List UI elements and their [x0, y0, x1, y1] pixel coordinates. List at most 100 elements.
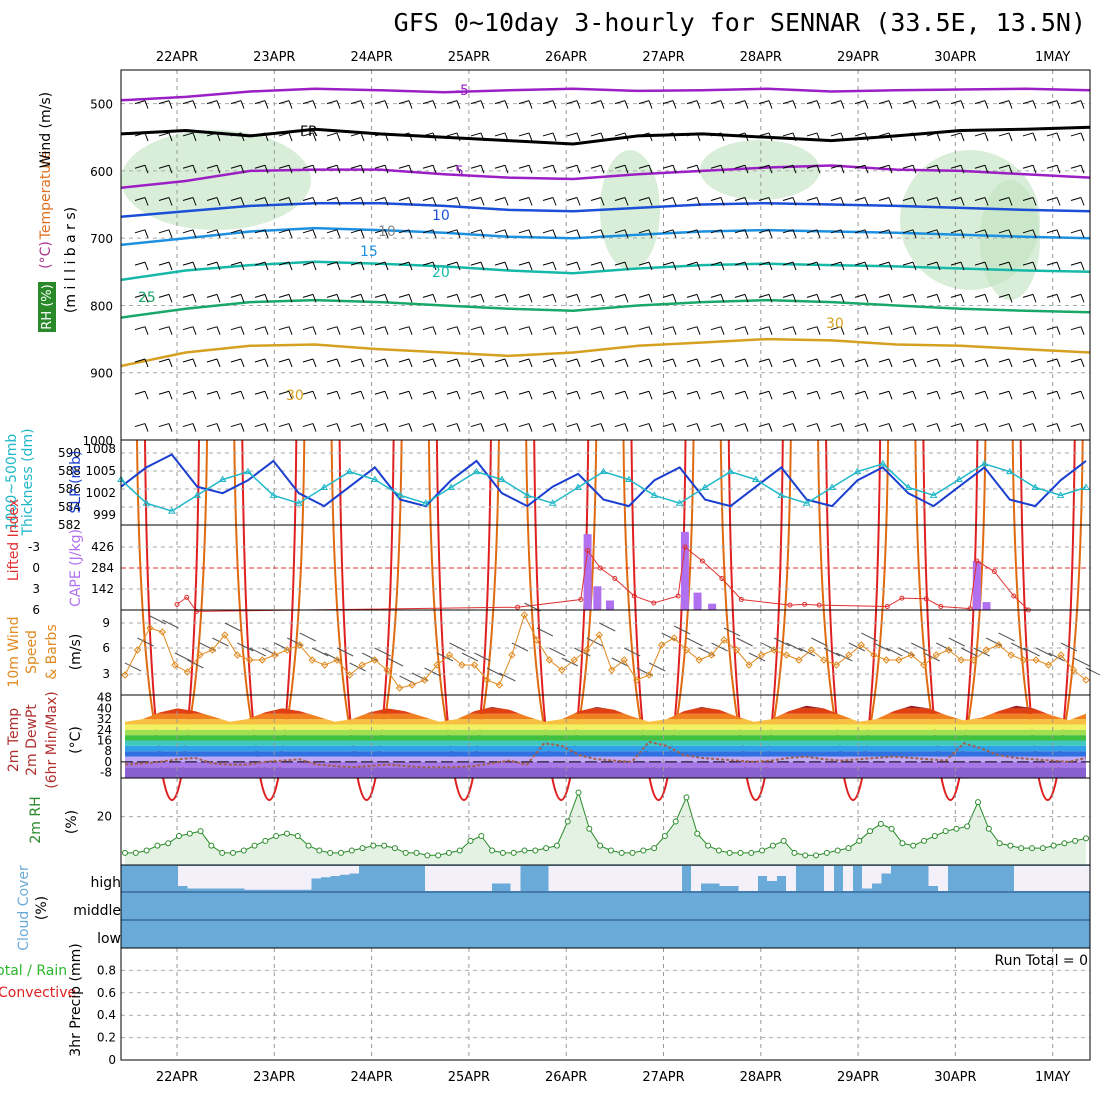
- wind-barb: [374, 293, 386, 298]
- wind-barb: [230, 229, 242, 234]
- wind-barb: [696, 132, 701, 142]
- wind-barb: [278, 197, 290, 201]
- wind-barb: [672, 261, 677, 271]
- wind-barb: [710, 293, 722, 298]
- wind-barb: [1032, 165, 1037, 174]
- rh-point: [402, 849, 409, 856]
- wind-barb: [816, 294, 821, 303]
- li-tick: -3: [28, 540, 40, 554]
- wind-barb: [672, 165, 677, 174]
- dewpoint-line: [124, 740, 1087, 769]
- wind-barb: [864, 294, 869, 303]
- wind-barb-10m: [324, 652, 341, 662]
- ylabel-barbs: & Barbs: [44, 624, 60, 680]
- wind-barb: [638, 358, 650, 363]
- wind-barb: [240, 261, 245, 271]
- wind-barb: [744, 423, 749, 432]
- contour-hot: [533, 439, 590, 801]
- wind-barb: [1070, 293, 1082, 298]
- y-tick-upper: 1000: [82, 434, 113, 448]
- wind-speed-point: [333, 656, 341, 664]
- wind-barb: [336, 326, 341, 335]
- wind-barb: [144, 423, 149, 432]
- wind-barb: [792, 358, 797, 368]
- wind-barb: [182, 326, 194, 331]
- cloud-high-gap: [558, 866, 568, 891]
- wind-barb: [864, 229, 869, 238]
- wind-speed-point: [845, 651, 853, 659]
- rh-point: [672, 818, 679, 825]
- wind-barb: [504, 391, 509, 400]
- wind-barb: [830, 132, 842, 137]
- wind-barb: [840, 423, 845, 432]
- wind-barb: [432, 132, 437, 142]
- wind-barb: [552, 100, 557, 109]
- wind-barb: [240, 358, 245, 368]
- li-point: [1011, 593, 1017, 599]
- rh-point: [391, 845, 398, 852]
- wind-barb-10m: [361, 652, 379, 662]
- wind-barb: [768, 100, 773, 109]
- y-tick-upper: 500: [90, 98, 113, 112]
- cloud-high-gap: [434, 866, 445, 891]
- ylabel-rh: RH (%): [40, 284, 55, 329]
- rh-point: [1039, 845, 1046, 852]
- cloud-high-gap: [691, 866, 701, 891]
- thickness-point: [701, 483, 709, 490]
- wind-barb: [638, 261, 650, 266]
- temp-band: [125, 751, 1086, 757]
- wind-barb: [206, 423, 218, 428]
- wind-barb: [878, 326, 890, 331]
- cloud-level-middle: middle: [73, 903, 121, 919]
- wind-barb-10m: [773, 637, 791, 647]
- wind-barb: [1008, 229, 1013, 238]
- wind-barb: [432, 165, 437, 174]
- rh-legend-swatch: [38, 282, 56, 332]
- wind-barb: [432, 197, 437, 206]
- wind-barb: [278, 326, 290, 331]
- wind-barb: [600, 229, 605, 238]
- date-label-bottom: 25APR: [448, 1070, 490, 1085]
- wind-barb: [878, 132, 890, 137]
- wind-barb: [1032, 197, 1037, 206]
- ylabel-10m-wind: 10m Wind: [6, 616, 22, 687]
- temp-tick: 8: [104, 744, 112, 758]
- wind-barb: [278, 164, 290, 169]
- wind-barb: [446, 293, 458, 298]
- cloud-high-gap: [244, 866, 255, 890]
- wind-barb: [1008, 132, 1013, 142]
- rh-point: [435, 852, 442, 859]
- wind-barb: [878, 164, 890, 169]
- wind-barb: [840, 294, 845, 303]
- contour-label: 15: [360, 244, 378, 260]
- wind-barb: [600, 423, 605, 432]
- rh-point: [953, 825, 960, 832]
- wind-barb-10m: [162, 619, 179, 629]
- wind-barb: [240, 326, 245, 335]
- wind-barbs-upper: [134, 100, 1085, 432]
- wind-barb: [456, 100, 461, 109]
- wind-speed-point: [907, 651, 915, 659]
- wind-barb: [264, 132, 269, 142]
- wind-barb: [1070, 390, 1082, 395]
- wind-barb: [768, 261, 773, 271]
- wind-barb: [168, 100, 173, 109]
- thickness-point: [218, 475, 227, 483]
- wind-barb: [744, 261, 749, 271]
- wind-barb: [566, 100, 578, 105]
- wind-barb: [240, 132, 245, 142]
- wind-barb: [936, 358, 941, 368]
- wind-barb: [302, 423, 314, 428]
- wind-barb: [398, 197, 410, 201]
- wind-barb: [422, 164, 434, 169]
- wind-barb: [504, 197, 509, 206]
- wind-barb: [720, 132, 725, 142]
- wind-speed-point: [458, 661, 466, 669]
- wind-barb-10m: [898, 647, 916, 657]
- rh-point: [629, 849, 636, 856]
- wind-barb: [158, 293, 170, 298]
- wind-barb: [134, 100, 146, 105]
- wind-barb: [888, 197, 893, 206]
- wind-barb: [902, 423, 914, 428]
- wind-barb: [518, 164, 530, 169]
